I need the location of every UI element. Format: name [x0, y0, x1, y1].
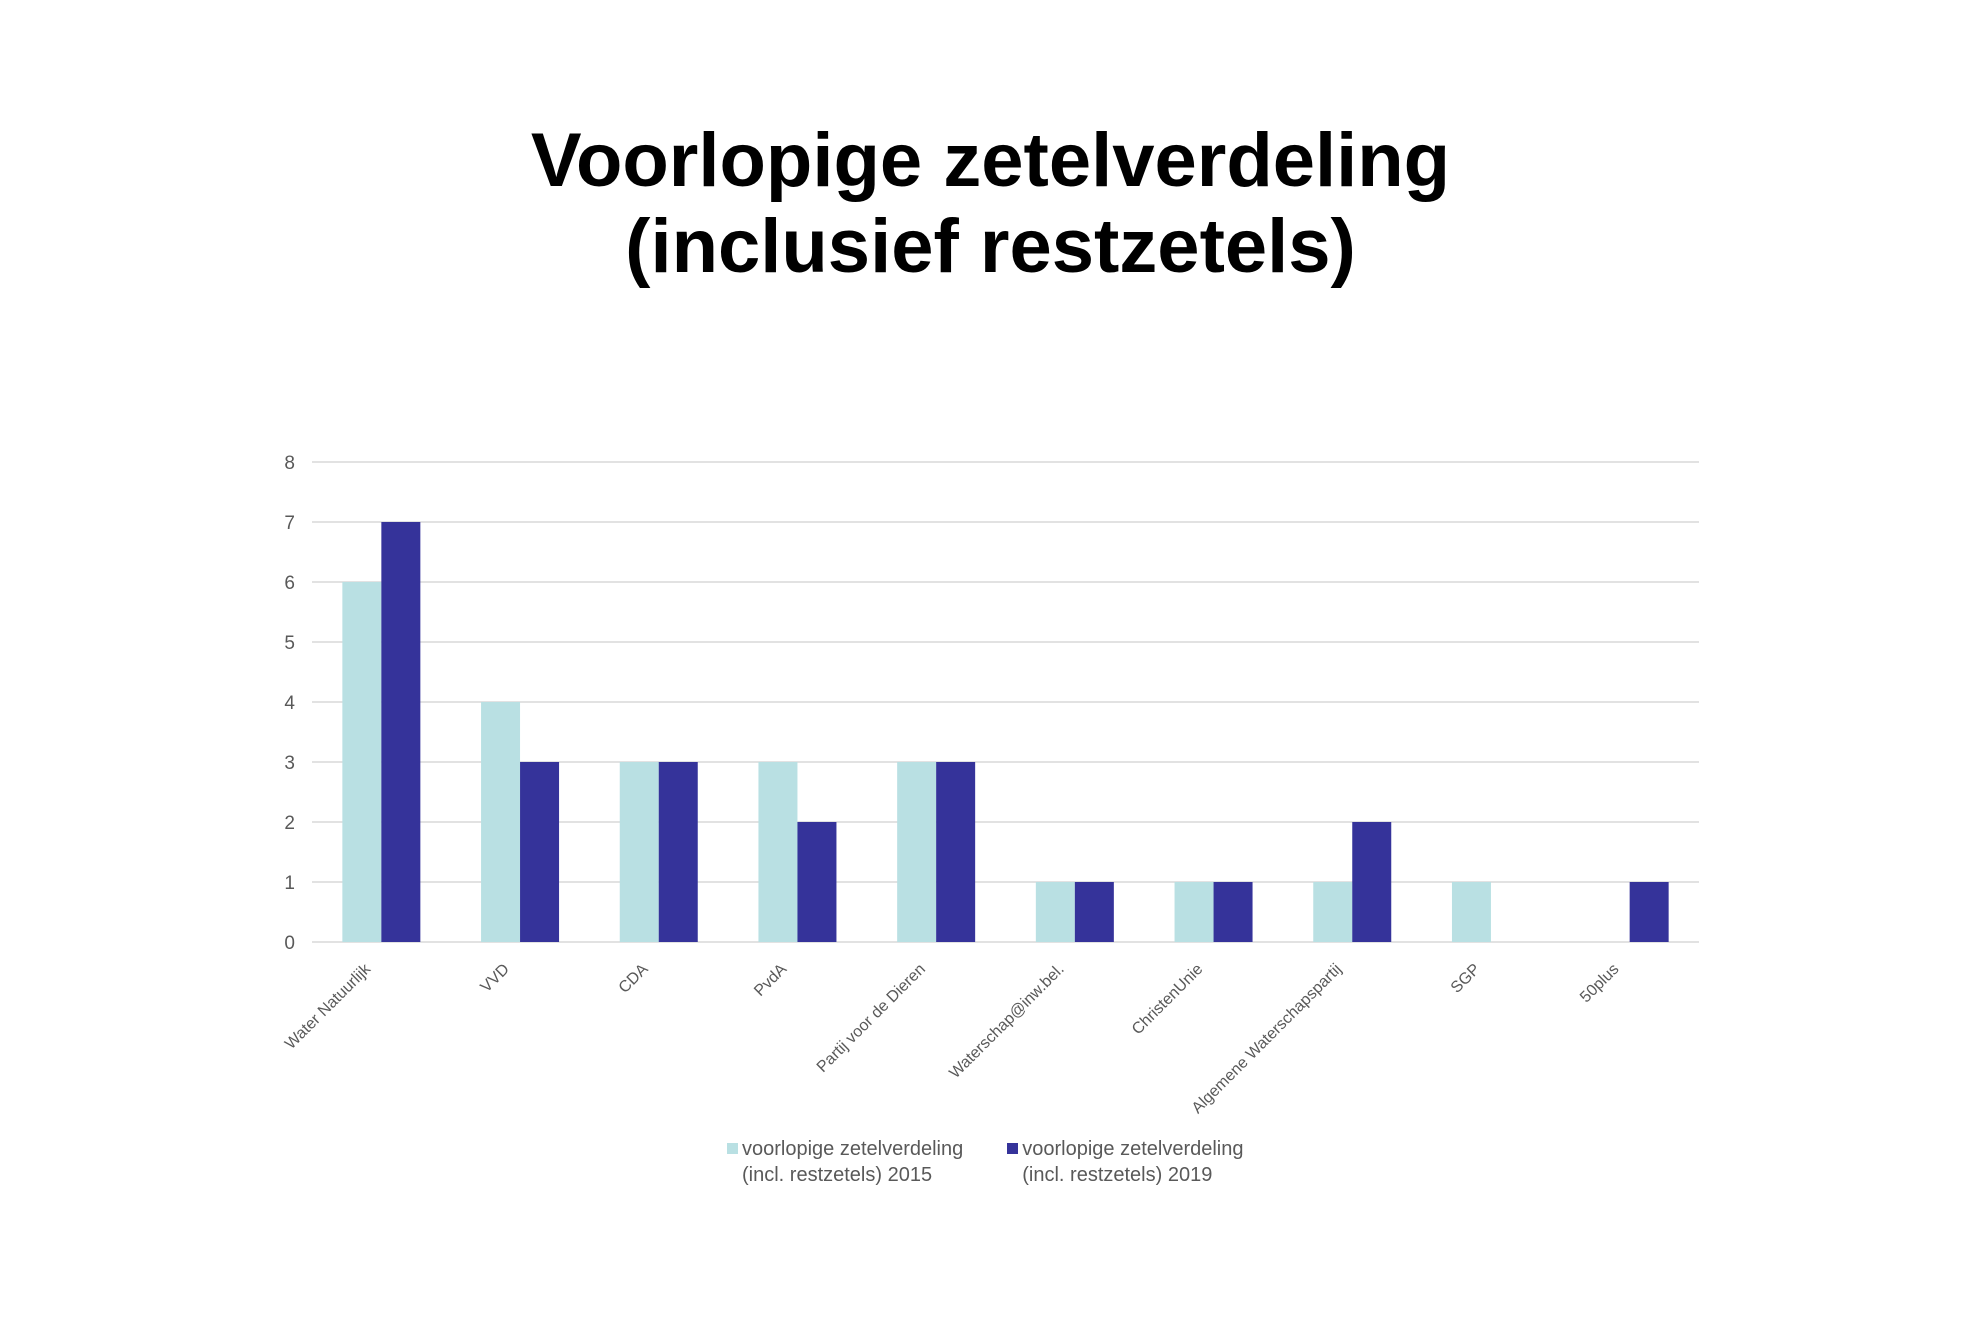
x-tick-label-50plus: 50plus — [1577, 961, 1622, 1006]
bar-waterschap-inw-bel-series-1 — [1035, 882, 1075, 942]
bar-cda-series-1 — [619, 762, 659, 942]
x-tick-label-partij-voor-de-dieren: Partij voor de Dieren — [814, 961, 929, 1076]
bar-water-natuurlijk-series-1 — [342, 582, 382, 942]
y-axis-tick-labels: 0 1 2 3 4 5 6 7 8 — [284, 453, 295, 954]
chart-title-line-1: Voorlopige zetelverdeling — [530, 118, 1451, 203]
legend: voorlopige zetelverdeling (incl. restzet… — [727, 1136, 1244, 1188]
bar-vvd-series-2 — [520, 762, 560, 942]
x-tick-label-algemene-waterschapspartij: Algemene Waterschapspartij — [1189, 961, 1345, 1117]
y-tick-label-5: 5 — [284, 633, 295, 654]
x-tick-label-waterschap-inw-bel: Waterschap@inw.bel. — [946, 961, 1067, 1082]
y-tick-label-8: 8 — [284, 453, 295, 474]
x-tick-label-vvd: VVD — [478, 961, 513, 996]
x-tick-label-christenunie: ChristenUnie — [1129, 961, 1206, 1038]
legend-item-2015: voorlopige zetelverdeling (incl. restzet… — [727, 1136, 963, 1188]
x-tick-label-sgp: SGP — [1448, 961, 1484, 997]
x-tick-label-water-natuurlijk: Water Natuurlijk — [282, 960, 375, 1053]
bar-christenunie-series-2 — [1213, 882, 1253, 942]
y-tick-label-7: 7 — [284, 513, 295, 534]
bar-waterschap-inw-bel-series-2 — [1074, 882, 1114, 942]
x-tick-label-pvda: PvdA — [751, 961, 790, 1000]
bar-partij-voor-de-dieren-series-1 — [897, 762, 937, 942]
bar-water-natuurlijk-series-2 — [381, 522, 421, 942]
x-tick-label-cda: CDA — [616, 961, 652, 997]
x-axis-tick-labels: Water Natuurlijk VVD CDA PvdA Partij voor de… — [282, 960, 1622, 1117]
legend-swatch-2019 — [1007, 1143, 1019, 1154]
gridlines — [312, 461, 1699, 943]
legend-label-2019: voorlopige zetelverdeling (incl. restzet… — [1022, 1138, 1244, 1186]
chart-title-line-2: (inclusief restzetels) — [625, 204, 1356, 289]
bar-sgp-series-1 — [1451, 882, 1491, 942]
y-tick-label-1: 1 — [284, 873, 295, 894]
bar-pvda-series-2 — [797, 822, 837, 942]
bar-christenunie-series-1 — [1174, 882, 1214, 942]
bar-algemene-waterschapspartij-series-1 — [1313, 882, 1353, 942]
bar-algemene-waterschapspartij-series-2 — [1352, 822, 1392, 942]
bar-50plus-series-2 — [1629, 882, 1669, 942]
y-tick-label-2: 2 — [284, 813, 295, 834]
bars — [342, 522, 1669, 942]
bar-cda-series-2 — [658, 762, 698, 942]
y-tick-label-6: 6 — [284, 573, 295, 594]
y-tick-label-4: 4 — [284, 693, 295, 714]
y-tick-label-0: 0 — [284, 933, 295, 954]
bar-pvda-series-1 — [758, 762, 798, 942]
y-tick-label-3: 3 — [284, 753, 295, 774]
chart-title: Voorlopige zetelverdeling (inclusief res… — [0, 118, 1981, 290]
bar-vvd-series-1 — [481, 702, 521, 942]
legend-item-2019: voorlopige zetelverdeling (incl. restzet… — [1007, 1136, 1244, 1188]
bar-partij-voor-de-dieren-series-2 — [936, 762, 976, 942]
legend-label-2015: voorlopige zetelverdeling (incl. restzet… — [742, 1138, 964, 1186]
legend-swatch-2015 — [727, 1143, 738, 1154]
